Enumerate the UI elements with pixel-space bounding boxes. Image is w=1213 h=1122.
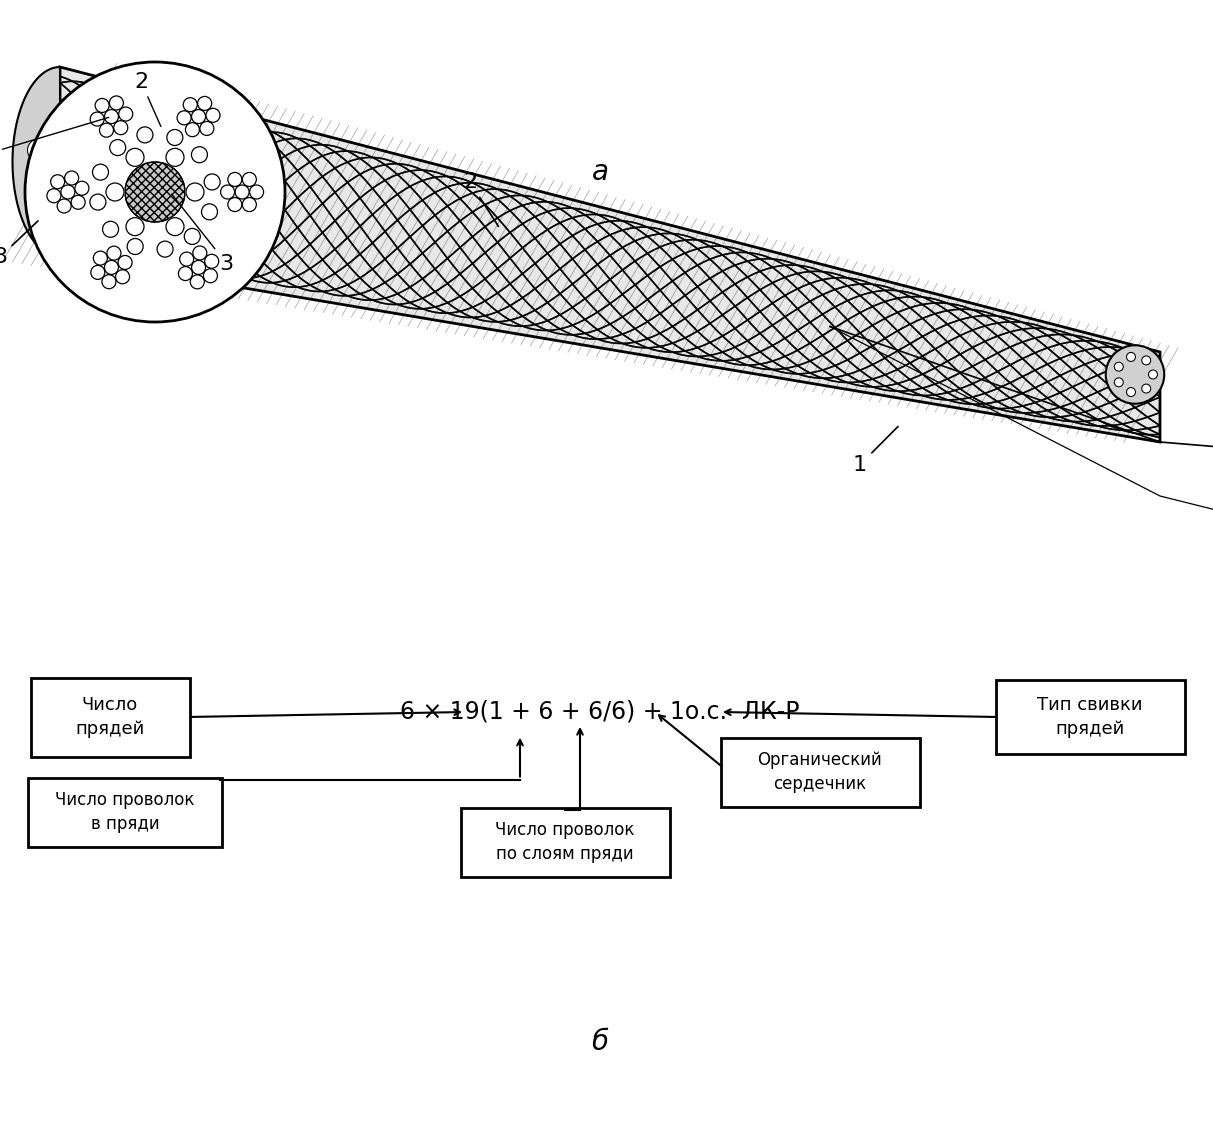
Circle shape — [95, 99, 109, 112]
Circle shape — [200, 121, 213, 136]
Circle shape — [109, 96, 124, 110]
Circle shape — [166, 218, 184, 236]
Circle shape — [39, 174, 62, 197]
Polygon shape — [12, 67, 59, 257]
Circle shape — [221, 185, 234, 199]
Circle shape — [250, 185, 263, 199]
Circle shape — [192, 260, 205, 275]
Circle shape — [178, 267, 193, 280]
FancyBboxPatch shape — [28, 778, 222, 846]
Polygon shape — [59, 67, 1160, 442]
Circle shape — [28, 139, 50, 162]
FancyBboxPatch shape — [461, 808, 670, 876]
Circle shape — [93, 251, 107, 265]
Circle shape — [103, 221, 119, 237]
Circle shape — [205, 255, 218, 268]
Text: Число
прядей: Число прядей — [75, 696, 144, 738]
Circle shape — [1106, 346, 1164, 404]
Circle shape — [126, 218, 144, 236]
Text: Органический
сердечник: Органический сердечник — [758, 752, 882, 793]
Circle shape — [1115, 378, 1123, 387]
Circle shape — [193, 246, 206, 260]
FancyBboxPatch shape — [30, 678, 189, 756]
Text: 1: 1 — [853, 426, 898, 475]
Circle shape — [192, 147, 207, 163]
Circle shape — [91, 266, 104, 279]
Circle shape — [1141, 356, 1151, 365]
Circle shape — [156, 241, 173, 257]
Circle shape — [118, 256, 132, 269]
FancyBboxPatch shape — [721, 737, 919, 807]
Circle shape — [190, 275, 204, 288]
Circle shape — [25, 62, 285, 322]
Circle shape — [228, 173, 241, 186]
Circle shape — [51, 175, 64, 188]
Text: 2: 2 — [463, 173, 499, 227]
Circle shape — [99, 123, 114, 137]
Circle shape — [166, 148, 184, 166]
Circle shape — [167, 129, 183, 146]
Text: Тип свивки
прядей: Тип свивки прядей — [1037, 696, 1143, 738]
Circle shape — [39, 127, 62, 150]
Circle shape — [183, 98, 198, 112]
Circle shape — [137, 127, 153, 142]
Circle shape — [204, 174, 220, 190]
Text: 1: 1 — [0, 118, 109, 163]
Circle shape — [109, 139, 126, 156]
Text: 2: 2 — [133, 72, 161, 127]
Circle shape — [90, 194, 106, 210]
Circle shape — [186, 183, 204, 201]
Text: Число проволок
по слоям пряди: Число проволок по слоям пряди — [495, 821, 634, 863]
Circle shape — [1127, 387, 1135, 396]
Circle shape — [201, 204, 217, 220]
Circle shape — [206, 109, 220, 122]
Circle shape — [243, 197, 256, 212]
Circle shape — [127, 239, 143, 255]
Circle shape — [28, 163, 50, 185]
Circle shape — [115, 269, 130, 284]
Circle shape — [1141, 384, 1151, 393]
Circle shape — [1115, 362, 1123, 371]
Text: 3: 3 — [172, 194, 234, 274]
Circle shape — [106, 183, 124, 201]
Circle shape — [125, 162, 186, 222]
Circle shape — [102, 275, 116, 288]
Circle shape — [192, 110, 205, 123]
Circle shape — [92, 164, 108, 181]
Circle shape — [75, 182, 89, 195]
Circle shape — [243, 173, 256, 186]
Circle shape — [186, 122, 199, 137]
Circle shape — [119, 107, 132, 121]
Circle shape — [204, 269, 217, 283]
FancyBboxPatch shape — [996, 680, 1185, 754]
Text: 3: 3 — [0, 221, 38, 267]
Circle shape — [228, 197, 241, 212]
Circle shape — [61, 185, 75, 199]
Text: a: a — [592, 158, 609, 186]
Text: Число проволок
в пряди: Число проволок в пряди — [56, 791, 195, 833]
Circle shape — [57, 199, 72, 213]
Circle shape — [72, 195, 85, 210]
Circle shape — [177, 111, 192, 125]
Circle shape — [104, 110, 119, 123]
Text: б: б — [592, 1028, 609, 1056]
Circle shape — [50, 139, 73, 162]
Circle shape — [64, 171, 79, 185]
Text: 6 × 19(1 + 6 + 6/6) + 1о.с.  ЛК-Р: 6 × 19(1 + 6 + 6/6) + 1о.с. ЛК-Р — [400, 700, 799, 724]
Circle shape — [104, 260, 119, 275]
Circle shape — [180, 252, 194, 266]
Circle shape — [90, 112, 104, 126]
Circle shape — [47, 188, 61, 203]
Circle shape — [235, 185, 249, 199]
Circle shape — [114, 121, 127, 135]
Circle shape — [1127, 352, 1135, 361]
Circle shape — [126, 148, 144, 166]
Circle shape — [198, 96, 212, 110]
Circle shape — [50, 163, 73, 185]
Circle shape — [1149, 370, 1157, 379]
Circle shape — [184, 229, 200, 245]
Circle shape — [107, 246, 121, 260]
